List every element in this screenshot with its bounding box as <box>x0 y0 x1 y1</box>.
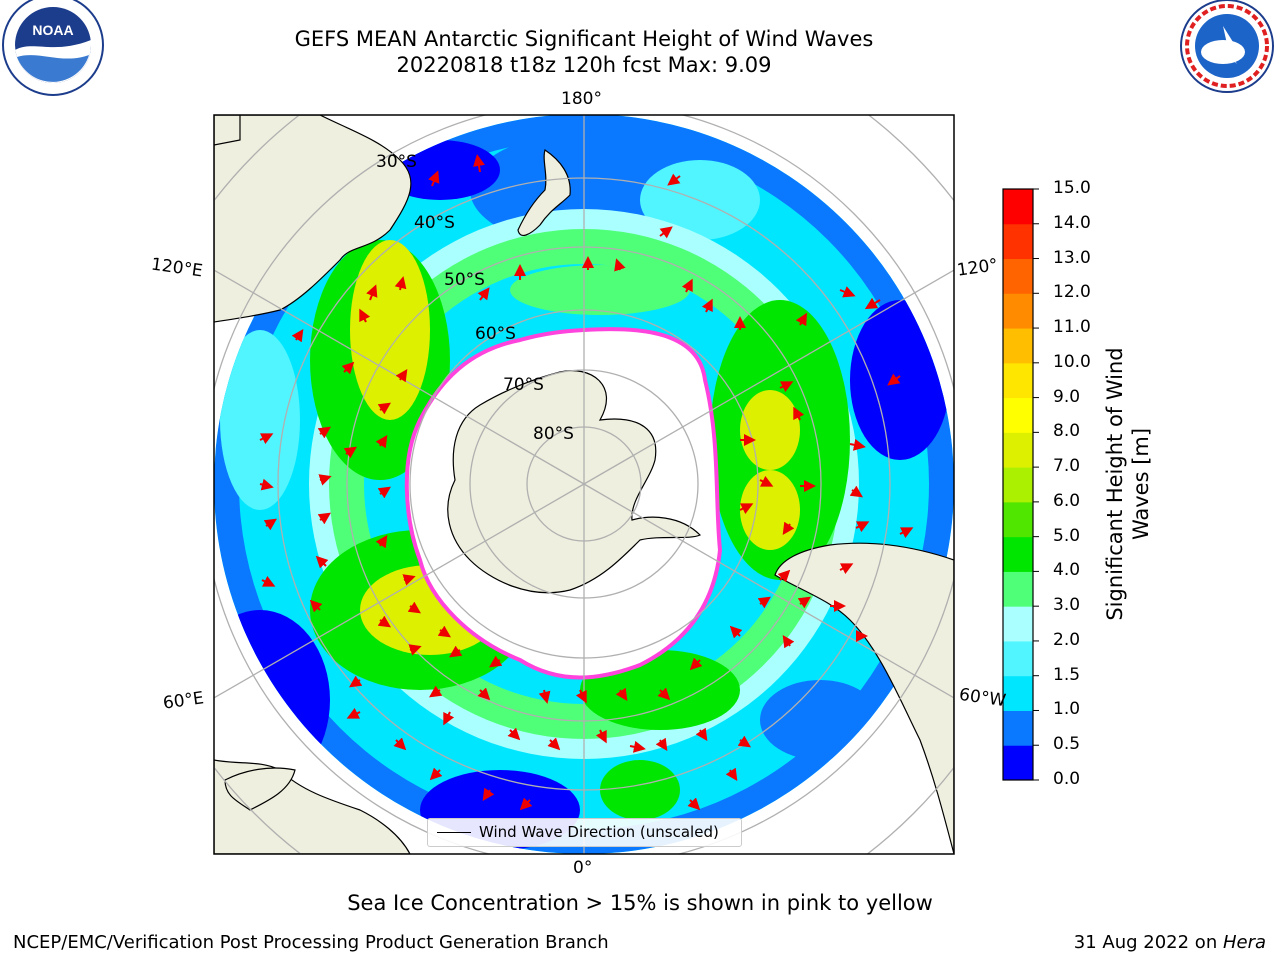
noaa-logo-text: NOAA <box>32 22 73 38</box>
nws-logo <box>1180 0 1274 93</box>
colorbar-segment <box>1003 501 1033 538</box>
colorbar-frame <box>1002 188 1034 781</box>
colorbar-tick-label: 15.0 <box>1053 178 1091 198</box>
colorbar-tick-label: 6.0 <box>1053 490 1081 511</box>
colorbar-tick-label: 14.0 <box>1053 212 1091 233</box>
lat-label-50: 50°S <box>444 270 485 290</box>
land-masses <box>214 115 954 854</box>
colorbar-segment <box>1003 606 1033 642</box>
colorbar-tick-label: 11.0 <box>1053 317 1091 338</box>
wave-height-field <box>214 115 954 854</box>
colorbar-title: Significant Height of Wind Waves [m] <box>1102 347 1154 620</box>
colorbar-tick-label: 5.0 <box>1053 525 1081 546</box>
lon-label-bottom: 0° <box>573 858 593 878</box>
map-legend: Wind Wave Direction (unscaled) <box>427 818 742 847</box>
footer-credit: NCEP/EMC/Verification Post Processing Pr… <box>13 932 609 953</box>
lat-label-30: 30°S <box>376 152 417 172</box>
graticule <box>214 115 954 854</box>
caption-text: Sea Ice Concentration > 15% is shown in … <box>347 891 933 915</box>
madagascar <box>224 767 296 811</box>
wave-direction-arrows <box>259 154 914 811</box>
colorbar-tick-label: 0.5 <box>1053 734 1081 755</box>
colorbar-tick-label: 0.0 <box>1053 769 1081 789</box>
lat-label-40: 40°S <box>414 213 455 233</box>
chart-title: GEFS MEAN Antarctic Significant Height o… <box>294 27 874 51</box>
footer-host: Hera <box>1222 932 1266 953</box>
lat-label-80: 80°S <box>533 424 574 444</box>
caption: Sea Ice Concentration > 15% is shown in … <box>0 891 1280 915</box>
colorbar-tick-label: 8.0 <box>1053 421 1081 442</box>
colorbar-title-line2: Waves [m] <box>1129 427 1153 541</box>
colorbar-segment <box>1003 536 1033 572</box>
colorbar-segment <box>1003 745 1033 781</box>
colorbar-segment <box>1003 293 1033 329</box>
colorbar-tick-label: 13.0 <box>1053 247 1091 268</box>
colorbar-segment <box>1003 432 1033 468</box>
colorbar-tick-label: 9.0 <box>1053 386 1081 407</box>
colorbar <box>1002 188 1039 781</box>
colorbar-segment <box>1003 640 1033 677</box>
antarctica <box>447 370 702 594</box>
colorbar-segment <box>1003 710 1033 746</box>
colorbar-title-line1: Significant Height of Wind <box>1103 347 1127 621</box>
legend-line-swatch <box>437 832 471 833</box>
colorbar-segment <box>1003 362 1033 399</box>
colorbar-tick-label: 12.0 <box>1053 282 1091 303</box>
colorbar-segment <box>1003 328 1033 364</box>
colorbar-tick-label: 1.0 <box>1053 699 1081 720</box>
colorbar-segment <box>1003 571 1033 607</box>
colorbar-segment <box>1003 223 1033 260</box>
new-zealand <box>517 149 571 237</box>
colorbar-tick-label: 2.0 <box>1053 629 1081 650</box>
colorbar-segment <box>1003 467 1033 503</box>
lat-label-60: 60°S <box>475 324 516 344</box>
colorbar-tick-label: 4.0 <box>1053 560 1081 581</box>
colorbar-tick-label: 10.0 <box>1053 351 1091 372</box>
colorbar-segment <box>1003 397 1033 433</box>
chart-subtitle: 20220818 t18z 120h fcst Max: 9.09 <box>396 53 772 77</box>
footer-date: 31 Aug 2022 on Hera <box>1074 932 1266 953</box>
colorbar-segment <box>1003 675 1033 711</box>
map-frame <box>213 114 955 855</box>
colorbar-segment <box>1003 258 1033 294</box>
lat-label-70: 70°S <box>503 375 544 395</box>
lon-label-top: 180° <box>561 89 602 109</box>
south-america <box>774 542 954 854</box>
noaa-logo: NOAA <box>2 0 104 96</box>
colorbar-tick-label: 1.5 <box>1053 664 1081 685</box>
australia <box>214 115 412 323</box>
colorbar-tick-label: 3.0 <box>1053 595 1081 616</box>
colorbar-segment <box>1003 189 1033 225</box>
colorbar-tick-label: 7.0 <box>1053 456 1081 477</box>
asia-corner <box>214 115 241 146</box>
footer-date-text: 31 Aug 2022 on <box>1073 932 1223 953</box>
legend-label: Wind Wave Direction (unscaled) <box>479 823 719 841</box>
